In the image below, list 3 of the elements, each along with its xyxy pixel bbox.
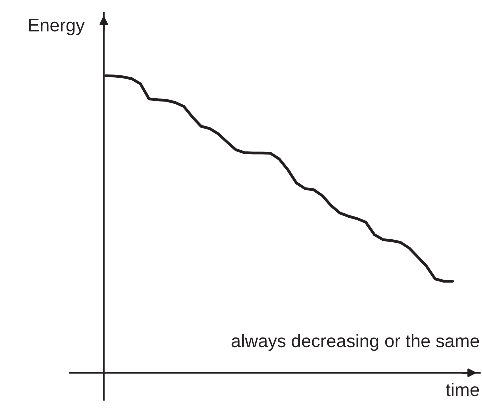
y-axis-title: Energy [29, 19, 85, 36]
annotation: always decreasing or the same [232, 334, 480, 352]
x-axis-title: time [446, 383, 480, 396]
